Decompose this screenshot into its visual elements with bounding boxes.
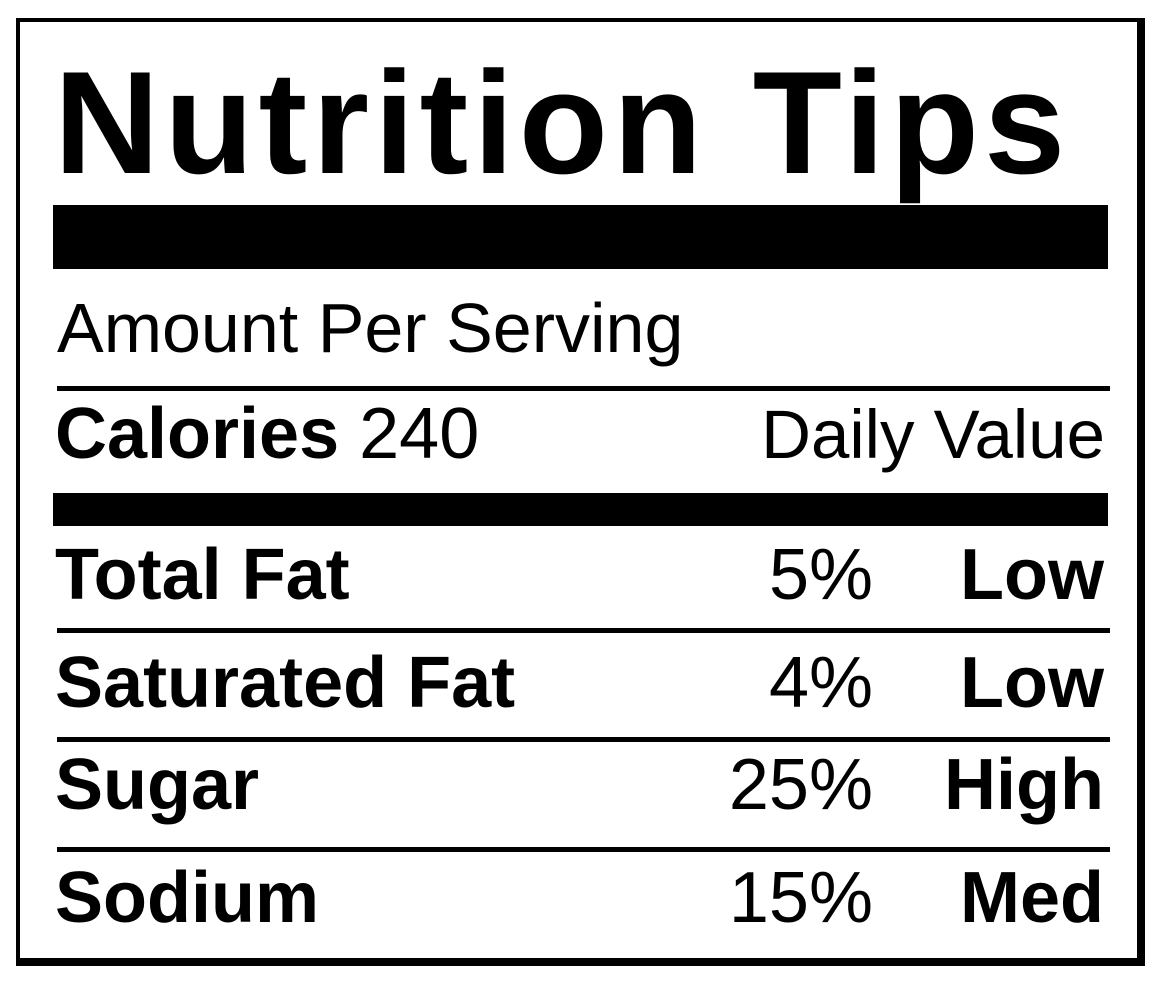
nutrient-level-sodium: Med <box>960 858 1104 938</box>
thin-divider-row-1 <box>57 628 1110 633</box>
nutrient-percent-sugar: 25% <box>728 745 873 825</box>
thin-divider-serving <box>57 386 1110 391</box>
amount-per-serving-label: Amount Per Serving <box>57 289 684 367</box>
thin-divider-row-2 <box>57 737 1110 742</box>
nutrient-level-sugar: High <box>944 745 1104 825</box>
thin-divider-row-3 <box>57 847 1110 852</box>
thick-divider-top <box>53 205 1108 269</box>
label-title: Nutrition Tips <box>54 41 1071 204</box>
daily-value-header: Daily Value <box>761 396 1105 473</box>
nutrient-level-total-fat: Low <box>960 535 1104 615</box>
nutrient-percent-sodium: 15% <box>728 858 873 938</box>
nutrient-name-saturated-fat: Saturated Fat <box>55 643 516 723</box>
nutrient-percent-total-fat: 5% <box>768 535 873 615</box>
nutrient-level-saturated-fat: Low <box>960 643 1104 723</box>
nutrient-percent-saturated-fat: 4% <box>768 643 873 723</box>
nutrient-name-sodium: Sodium <box>55 858 319 938</box>
nutrient-name-sugar: Sugar <box>55 745 260 825</box>
nutrient-name-total-fat: Total Fat <box>55 535 350 615</box>
label-frame <box>16 18 1145 966</box>
calories-label: Calories <box>55 394 340 474</box>
calories-line: Calories 240 <box>55 398 479 470</box>
calories-value: 240 <box>359 394 480 474</box>
thick-divider-mid <box>53 493 1108 526</box>
